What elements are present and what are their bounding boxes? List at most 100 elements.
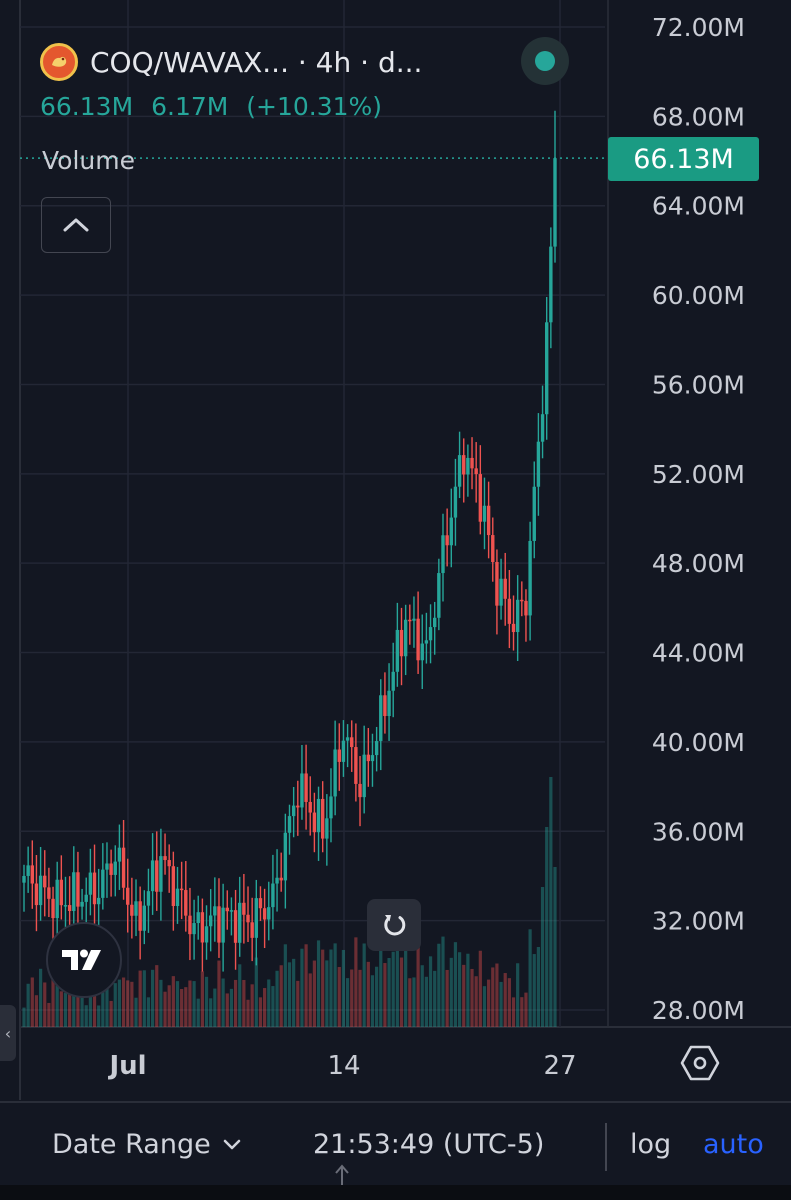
volume-indicator-label[interactable]: Volume (42, 146, 135, 175)
scroll-left-button[interactable]: ‹ (0, 1005, 16, 1061)
volume-bar (462, 964, 466, 1027)
volume-bar (22, 1007, 26, 1027)
candle-body (267, 907, 271, 920)
volume-bar (163, 991, 167, 1027)
y-tick-label: 44.00M (652, 639, 745, 668)
volume-bar (138, 970, 142, 1027)
candle-body (63, 905, 68, 907)
symbol-title[interactable]: COQ/WAVAX... · 4h · d... (90, 45, 423, 79)
reset-chart-button[interactable] (367, 899, 421, 951)
log-scale-toggle[interactable]: log (630, 1129, 672, 1160)
volume-bar (520, 997, 524, 1027)
volume-bar (375, 966, 379, 1027)
volume-bar (329, 949, 333, 1027)
x-tick-label: 27 (543, 1051, 576, 1081)
candle-body (453, 486, 458, 518)
candle-body (279, 877, 283, 881)
volume-bar (433, 970, 437, 1027)
candle-body (308, 801, 312, 813)
candle-body (76, 872, 80, 907)
volume-bar (499, 981, 503, 1027)
volume-bar (487, 979, 491, 1027)
candle-body (150, 860, 155, 892)
candle-body (246, 914, 250, 923)
candle-body (387, 690, 391, 717)
candle-body (146, 891, 151, 906)
volume-bar (524, 992, 528, 1027)
volume-bar (395, 945, 399, 1027)
date-range-label: Date Range (52, 1129, 211, 1160)
candle-body (457, 455, 462, 487)
volume-bar (175, 981, 180, 1027)
candle-body (495, 561, 499, 606)
volume-bar (503, 973, 507, 1027)
volume-bar (437, 943, 441, 1027)
candle-body (287, 816, 292, 833)
candle-body (233, 910, 238, 943)
last-price-tag: 66.13M (608, 137, 759, 181)
candle-body (43, 875, 47, 888)
y-tick-label: 52.00M (652, 460, 745, 489)
chart-settings-button[interactable] (680, 1043, 720, 1083)
candle-body (437, 573, 441, 618)
candle-body (155, 860, 159, 892)
volume-bar (88, 975, 92, 1027)
candle-body (217, 906, 221, 943)
candle-body (511, 623, 516, 633)
candle-body (553, 158, 557, 247)
volume-bar (221, 978, 225, 1027)
chart-canvas[interactable]: 72.00M 68.00M 64.00M 60.00M 56.00M 52.00M 48.0… (0, 0, 791, 1100)
candle-body (428, 627, 433, 641)
volume-bar (200, 971, 204, 1027)
candle-body (370, 755, 375, 762)
candle-body (179, 888, 184, 891)
volume-bar (316, 940, 321, 1027)
candle-body (354, 747, 358, 784)
chart-area[interactable]: 72.00M 68.00M 64.00M 60.00M 56.00M 52.00M 48.0… (0, 0, 791, 1100)
volume-bar (474, 976, 478, 1027)
volume-bar (213, 988, 217, 1027)
candle-body (204, 926, 209, 943)
auto-scale-toggle[interactable]: auto (703, 1129, 764, 1160)
volume-bar (466, 953, 470, 1027)
volume-bar (109, 1000, 113, 1027)
date-range-dropdown[interactable]: Date Range (52, 1129, 241, 1160)
volume-bar (412, 977, 416, 1027)
candle-body (105, 863, 109, 870)
timezone-clock[interactable]: 21:53:49 (UTC-5) (313, 1129, 545, 1160)
volume-bar (38, 968, 43, 1027)
candle-body (549, 246, 553, 323)
candle-body (528, 540, 532, 616)
volume-bar (408, 978, 412, 1027)
volume-bar (292, 958, 296, 1027)
candle-body (34, 883, 39, 906)
volume-bar (341, 949, 346, 1027)
chevron-down-icon (223, 1139, 240, 1149)
candle-body (291, 805, 296, 817)
collapse-indicators-button[interactable] (41, 197, 111, 253)
x-tick-label: 14 (327, 1051, 360, 1081)
volume-bar (283, 944, 287, 1027)
candle-body (175, 888, 180, 907)
candle-body (225, 907, 229, 912)
volume-bar (325, 960, 329, 1027)
candle-body (213, 906, 217, 916)
candle-body (80, 901, 84, 907)
candle-body (432, 617, 437, 628)
volume-bar (399, 957, 404, 1027)
candle-body (196, 912, 200, 924)
volume-bar (142, 970, 146, 1027)
candle-body (515, 599, 520, 633)
volume-bar (113, 983, 117, 1027)
volume-bar (366, 961, 370, 1027)
volume-bar (250, 984, 254, 1027)
volume-bar (146, 997, 151, 1027)
candle-body (345, 737, 350, 741)
candle-body (540, 414, 545, 442)
candle-body (337, 749, 341, 762)
candle-body (466, 457, 470, 475)
candle-body (134, 901, 138, 916)
volume-bar (337, 967, 341, 1027)
candle-body (242, 902, 246, 915)
tradingview-logo-icon[interactable] (46, 922, 122, 998)
